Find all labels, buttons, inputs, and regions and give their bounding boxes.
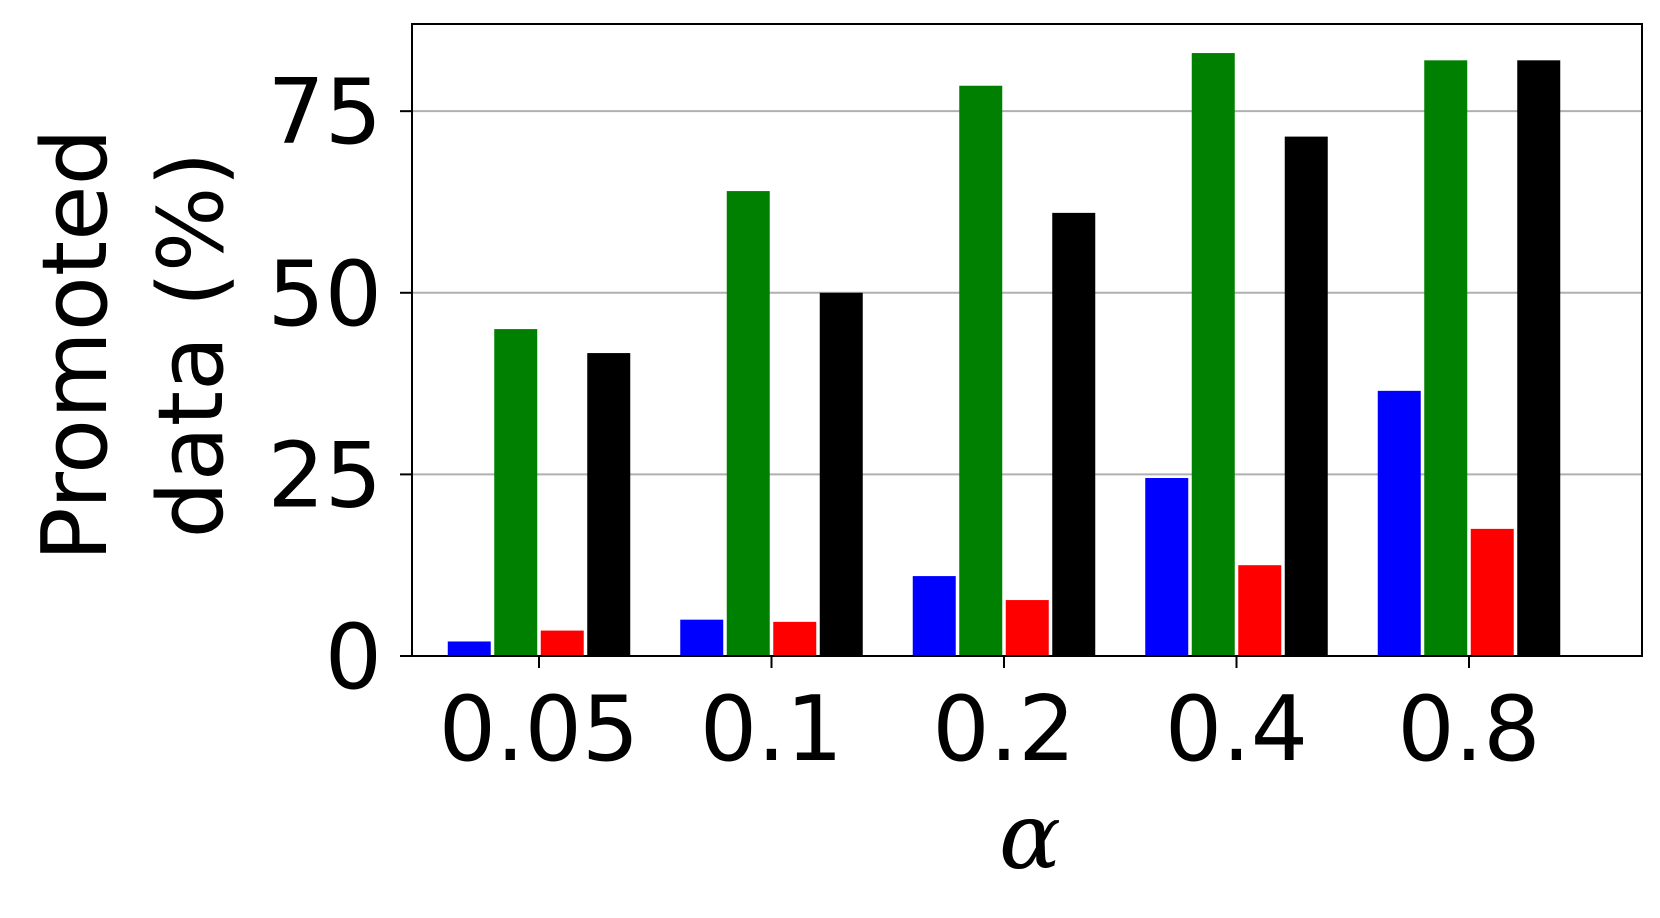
y-tick-label: 25 (267, 423, 382, 528)
bar (959, 85, 1003, 656)
bar (1284, 136, 1328, 656)
y-axis: 0 25 50 75 (267, 60, 412, 710)
bar (1517, 60, 1561, 656)
bar (819, 292, 863, 656)
bar (1191, 53, 1235, 656)
bar (680, 619, 724, 656)
x-tick-label: 0.05 (439, 677, 639, 782)
bar (1470, 528, 1514, 656)
y-axis-label: Promoted data (%) (23, 128, 244, 561)
bar (587, 353, 631, 656)
x-tick-label: 0.1 (700, 677, 843, 782)
bar (494, 329, 538, 656)
bar (726, 191, 770, 657)
bar (540, 630, 584, 656)
y-tick-label: 50 (267, 242, 382, 347)
x-tick-label: 0.4 (1165, 677, 1308, 782)
x-tick-label: 0.8 (1397, 677, 1540, 782)
bar (1424, 60, 1468, 656)
bar (912, 576, 956, 656)
x-axis: 0.05 0.1 0.2 0.4 0.8 (439, 656, 1541, 782)
bar (1005, 600, 1049, 656)
bar (1238, 565, 1282, 656)
y-axis-label-line-2: data (%) (139, 151, 244, 538)
y-tick-label: 75 (267, 60, 382, 165)
y-axis-label-line-1: Promoted (23, 128, 128, 561)
bar (773, 621, 817, 656)
bar (447, 641, 491, 656)
y-tick-label: 0 (325, 605, 382, 710)
plot-frame (411, 23, 1643, 657)
bar (1052, 212, 1096, 656)
bar (1377, 390, 1421, 656)
x-tick-label: 0.2 (932, 677, 1075, 782)
x-axis-label: α (999, 783, 1061, 890)
bar (1145, 478, 1189, 656)
bars (447, 53, 1561, 657)
